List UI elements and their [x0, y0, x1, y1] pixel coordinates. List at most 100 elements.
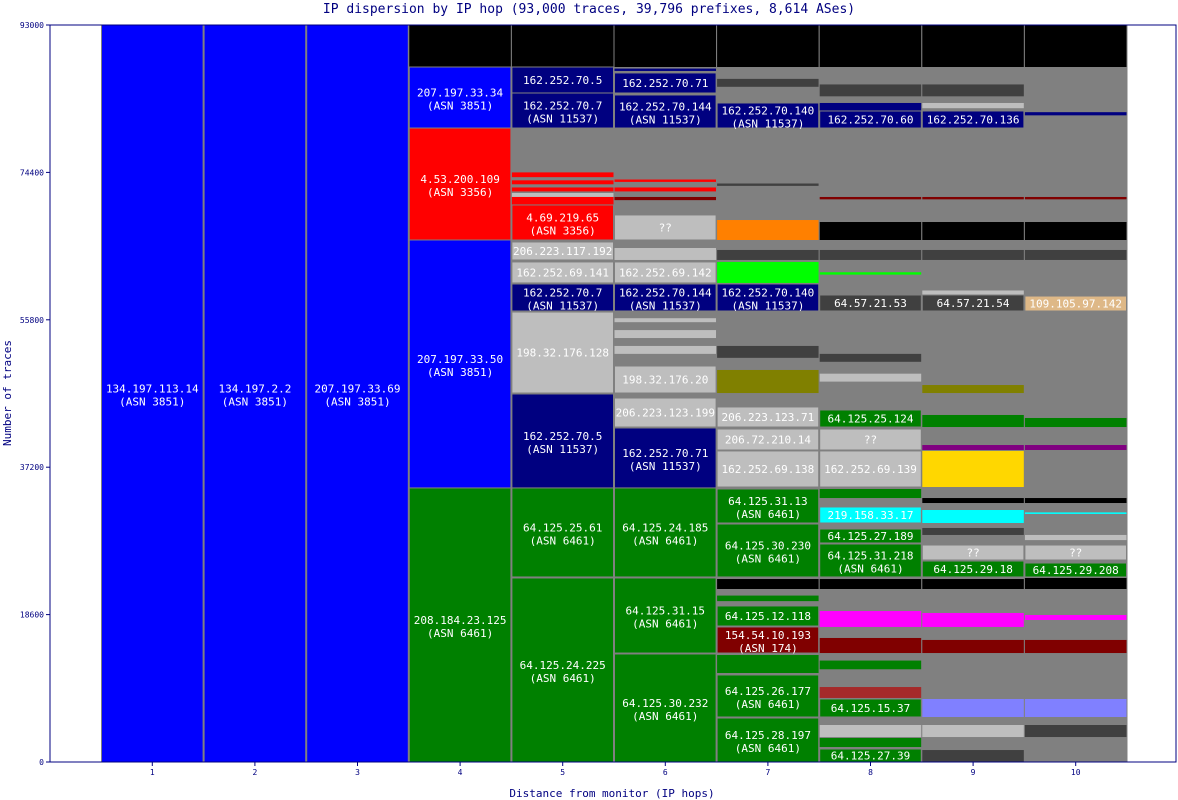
segment [1024, 249, 1127, 260]
segment [511, 487, 614, 578]
segment [1024, 222, 1127, 240]
x-tick-label: 1 [150, 768, 155, 777]
plot-frame [49, 24, 1177, 763]
segment [819, 450, 922, 488]
hop-column-2: 134.197.2.2(ASN 3851) [203, 24, 307, 763]
segment-asn: (ASN 6461) [530, 534, 596, 547]
hop-column-9: 162.252.70.136 64.57.21.54?? 64.125.29.18 [921, 25, 1025, 762]
segment-label: 64.125.25.61 [523, 521, 602, 534]
segment [716, 283, 820, 312]
segment [922, 249, 1024, 260]
segment [922, 498, 1024, 504]
segment-label: 64.125.31.13 [728, 495, 807, 508]
y-tick-label: 93000 [20, 21, 44, 30]
segment [922, 385, 1024, 394]
hop-column-8: 162.252.70.60 64.57.21.53 64.125.25.124?? 1… [819, 25, 923, 763]
segment [819, 272, 922, 275]
segment [511, 25, 614, 68]
segment [716, 428, 820, 451]
hop-column-5: 162.252.70.5 162.252.70.7 (ASN 11537) 4.69.… [511, 25, 615, 763]
y-axis-label: Number of traces [1, 340, 14, 446]
segment-label: 154.54.10.193 [725, 629, 811, 642]
segment-label: 162.252.70.60 [827, 114, 913, 127]
segment [1024, 534, 1127, 541]
segment [819, 249, 922, 260]
segment [717, 261, 819, 283]
segment-asn: (ASN 174) [738, 642, 798, 655]
segment [819, 579, 922, 590]
segment [1024, 196, 1127, 200]
segment [922, 639, 1024, 654]
y-tick-label: 55800 [20, 316, 44, 325]
segment [408, 239, 512, 489]
segment-asn: (ASN 6461) [632, 534, 698, 547]
segment [819, 84, 922, 97]
segment [819, 687, 922, 698]
segment-label: 207.197.33.69 [314, 383, 400, 396]
segment-asn: (ASN 11537) [629, 299, 702, 312]
segment-asn: (ASN 3356) [427, 186, 493, 199]
segment-label: 64.125.30.232 [622, 697, 708, 710]
segment-label: 219.158.33.17 [827, 509, 913, 522]
segment-label: 198.32.176.128 [516, 347, 609, 360]
segment [819, 102, 922, 111]
segment-label: 206.223.123.199 [616, 407, 715, 420]
segment-asn: (ASN 3851) [119, 396, 185, 409]
segment [819, 724, 922, 738]
segment-asn: (ASN 6461) [837, 562, 903, 575]
segment [614, 427, 717, 489]
segment-label: 64.57.21.54 [937, 297, 1010, 310]
segment-asn: (ASN 11537) [526, 113, 599, 126]
x-tick-label: 8 [868, 768, 873, 777]
segment [614, 345, 717, 354]
hop-column-4: 207.197.33.34(ASN 3851) 4.53.200.109(ASN … [408, 25, 512, 763]
segment [717, 183, 819, 186]
segment-label: 64.125.29.208 [1033, 564, 1119, 577]
segment [614, 283, 717, 312]
segment [306, 24, 409, 763]
segment-label: 162.252.70.5 [523, 430, 602, 443]
segment [921, 560, 1025, 578]
x-tick-label: 10 [1071, 768, 1081, 777]
segment [614, 179, 717, 182]
segment [717, 655, 819, 674]
segment [819, 25, 922, 68]
segment [717, 78, 819, 87]
segment [922, 84, 1024, 97]
segment-label: 162.252.70.7 [523, 286, 602, 299]
segment [614, 487, 717, 578]
segment-label: 4.53.200.109 [420, 173, 499, 186]
segment [922, 527, 1024, 535]
segment [614, 653, 717, 763]
x-tick-label: 3 [355, 768, 360, 777]
segment-label: ?? [864, 434, 877, 447]
segment [717, 579, 819, 590]
segment [717, 369, 819, 394]
segment-label: ?? [1069, 547, 1082, 560]
segment [614, 196, 717, 201]
segment [511, 172, 614, 178]
segment-label: 64.125.24.185 [622, 521, 708, 534]
segment-asn: (ASN 11537) [629, 113, 702, 126]
segment-label: 4.69.219.65 [526, 211, 599, 224]
segment-asn: (ASN 3851) [427, 100, 493, 113]
segment-label: 206.223.123.71 [722, 411, 815, 424]
segment-asn: (ASN 6461) [530, 672, 596, 685]
axes: 1 2 3 4 5 6 7 8 9 10 0 18600 37200 55800 74400 93000 [20, 21, 1081, 777]
segment [511, 577, 614, 763]
segment [819, 488, 922, 499]
segment-label: 64.125.30.230 [725, 539, 811, 552]
segment-label: 207.197.33.34 [417, 87, 503, 100]
segment-label: 198.32.176.20 [622, 374, 708, 387]
segment-label: 162.252.69.142 [619, 266, 712, 279]
segment [614, 365, 717, 394]
segment-label: 109.105.97.142 [1029, 298, 1122, 311]
segment-label: 162.252.70.144 [619, 286, 712, 299]
segment [922, 414, 1024, 428]
segment-label: 64.57.21.53 [834, 297, 907, 310]
segment [922, 222, 1024, 240]
segment [511, 196, 614, 205]
segment [1024, 724, 1127, 738]
segment [922, 290, 1024, 295]
